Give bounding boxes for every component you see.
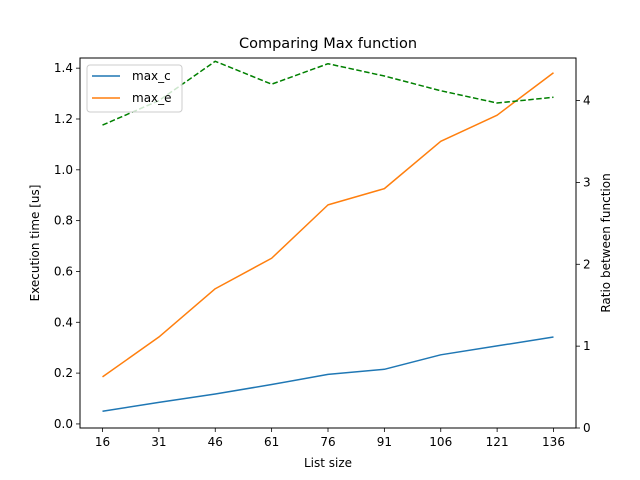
x-tick-label: 121	[486, 435, 509, 449]
x-axis-ticks: 16 31 46 61 76 91 106 121 136	[95, 428, 565, 449]
x-tick-label: 16	[95, 435, 110, 449]
y-axis-ticks: 0.0 0.2 0.4 0.6 0.8 1.0 1.2 1.4	[54, 61, 80, 431]
y-tick-label: 0.2	[54, 366, 73, 380]
y2-tick-label: 0	[583, 421, 591, 435]
x-tick-label: 136	[542, 435, 565, 449]
y-tick-label: 1.0	[54, 163, 73, 177]
x-tick-label: 61	[264, 435, 279, 449]
x-tick-label: 46	[208, 435, 223, 449]
x-tick-label: 76	[320, 435, 335, 449]
plot-background	[80, 58, 576, 428]
legend-label: max_c	[132, 69, 171, 83]
legend-label: max_e	[132, 91, 172, 105]
chart-title: Comparing Max function	[239, 36, 417, 52]
y2-axis-ticks: 0 1 2 3 4	[576, 94, 591, 435]
y-tick-label: 0.6	[54, 264, 73, 278]
y2-tick-label: 1	[583, 339, 591, 353]
y2-tick-label: 3	[583, 175, 591, 189]
plot-frame	[79, 57, 577, 429]
y-tick-label: 0.0	[54, 417, 73, 431]
x-tick-label: 91	[377, 435, 392, 449]
x-tick-label: 106	[429, 435, 452, 449]
y-tick-label: 1.2	[54, 112, 73, 126]
y2-tick-label: 4	[583, 94, 591, 108]
x-tick-label: 31	[151, 435, 166, 449]
y-tick-label: 0.4	[54, 315, 73, 329]
y2-tick-label: 2	[583, 257, 591, 271]
y-axis-label: Execution time [us]	[28, 185, 42, 302]
x-axis-label: List size	[304, 456, 352, 470]
series-line-max-e	[102, 72, 554, 378]
y-tick-label: 1.4	[54, 61, 73, 75]
legend: max_c max_e	[86, 64, 183, 113]
y2-axis-label: Ratio between function	[599, 173, 613, 312]
y-tick-label: 0.8	[54, 214, 73, 228]
series-line-max-c	[102, 336, 554, 412]
